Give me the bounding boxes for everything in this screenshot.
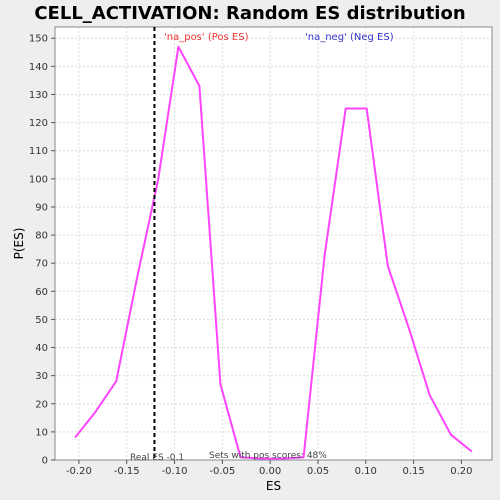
- y-tick-label: 130: [29, 90, 48, 101]
- x-axis-ticks: -0.20 -0.15 -0.10 -0.05 0.00 0.05 0.10 0.15 0.20: [66, 460, 473, 477]
- y-tick-label: 0: [42, 456, 48, 467]
- y-tick-label: 50: [35, 315, 48, 326]
- axes: [54, 26, 493, 461]
- y-tick-label: 40: [35, 343, 48, 354]
- x-tick-label: -0.15: [114, 466, 140, 477]
- series-layer: [74, 45, 473, 460]
- plot-area: [55, 27, 492, 460]
- y-tick-label: 80: [35, 231, 48, 242]
- y-tick-label: 10: [35, 427, 48, 438]
- y-tick-label: 70: [35, 259, 48, 270]
- x-tick-label: -0.20: [66, 466, 92, 477]
- y-tick-label: 100: [29, 174, 48, 185]
- x-tick-label: -0.05: [209, 466, 235, 477]
- y-axis-label: P(ES): [12, 228, 26, 260]
- real-es-label: Real ES -0.1: [130, 453, 184, 463]
- sets-pos-scores-label: Sets with pos scores: 48%: [209, 451, 327, 461]
- chart-title: CELL_ACTIVATION: Random ES distribution: [34, 3, 465, 24]
- x-tick-label: 0.00: [259, 466, 281, 477]
- y-tick-label: 140: [29, 62, 48, 73]
- x-tick-label: 0.05: [307, 466, 329, 477]
- pos-es-label: 'na_pos' (Pos ES): [164, 32, 249, 43]
- neg-es-label: 'na_neg' (Neg ES): [305, 32, 394, 43]
- y-tick-label: 20: [35, 399, 48, 410]
- x-tick-label: 0.15: [402, 466, 424, 477]
- y-tick-label: 60: [35, 287, 48, 298]
- plot-border: [54, 26, 493, 461]
- x-tick-label: -0.10: [162, 466, 188, 477]
- y-tick-label: 110: [29, 146, 48, 157]
- x-tick-label: 0.10: [355, 466, 377, 477]
- y-tick-label: 120: [29, 118, 48, 129]
- y-axis-ticks: 0 10 20 30 40 50 60 70 80 90 100 110 120 130 140 150: [29, 34, 55, 467]
- x-tick-label: 0.20: [450, 466, 472, 477]
- es-distribution-line: [74, 45, 473, 460]
- y-tick-label: 90: [35, 202, 48, 213]
- x-axis-label: ES: [266, 479, 281, 493]
- y-tick-label: 150: [29, 34, 48, 45]
- y-tick-label: 30: [35, 371, 48, 382]
